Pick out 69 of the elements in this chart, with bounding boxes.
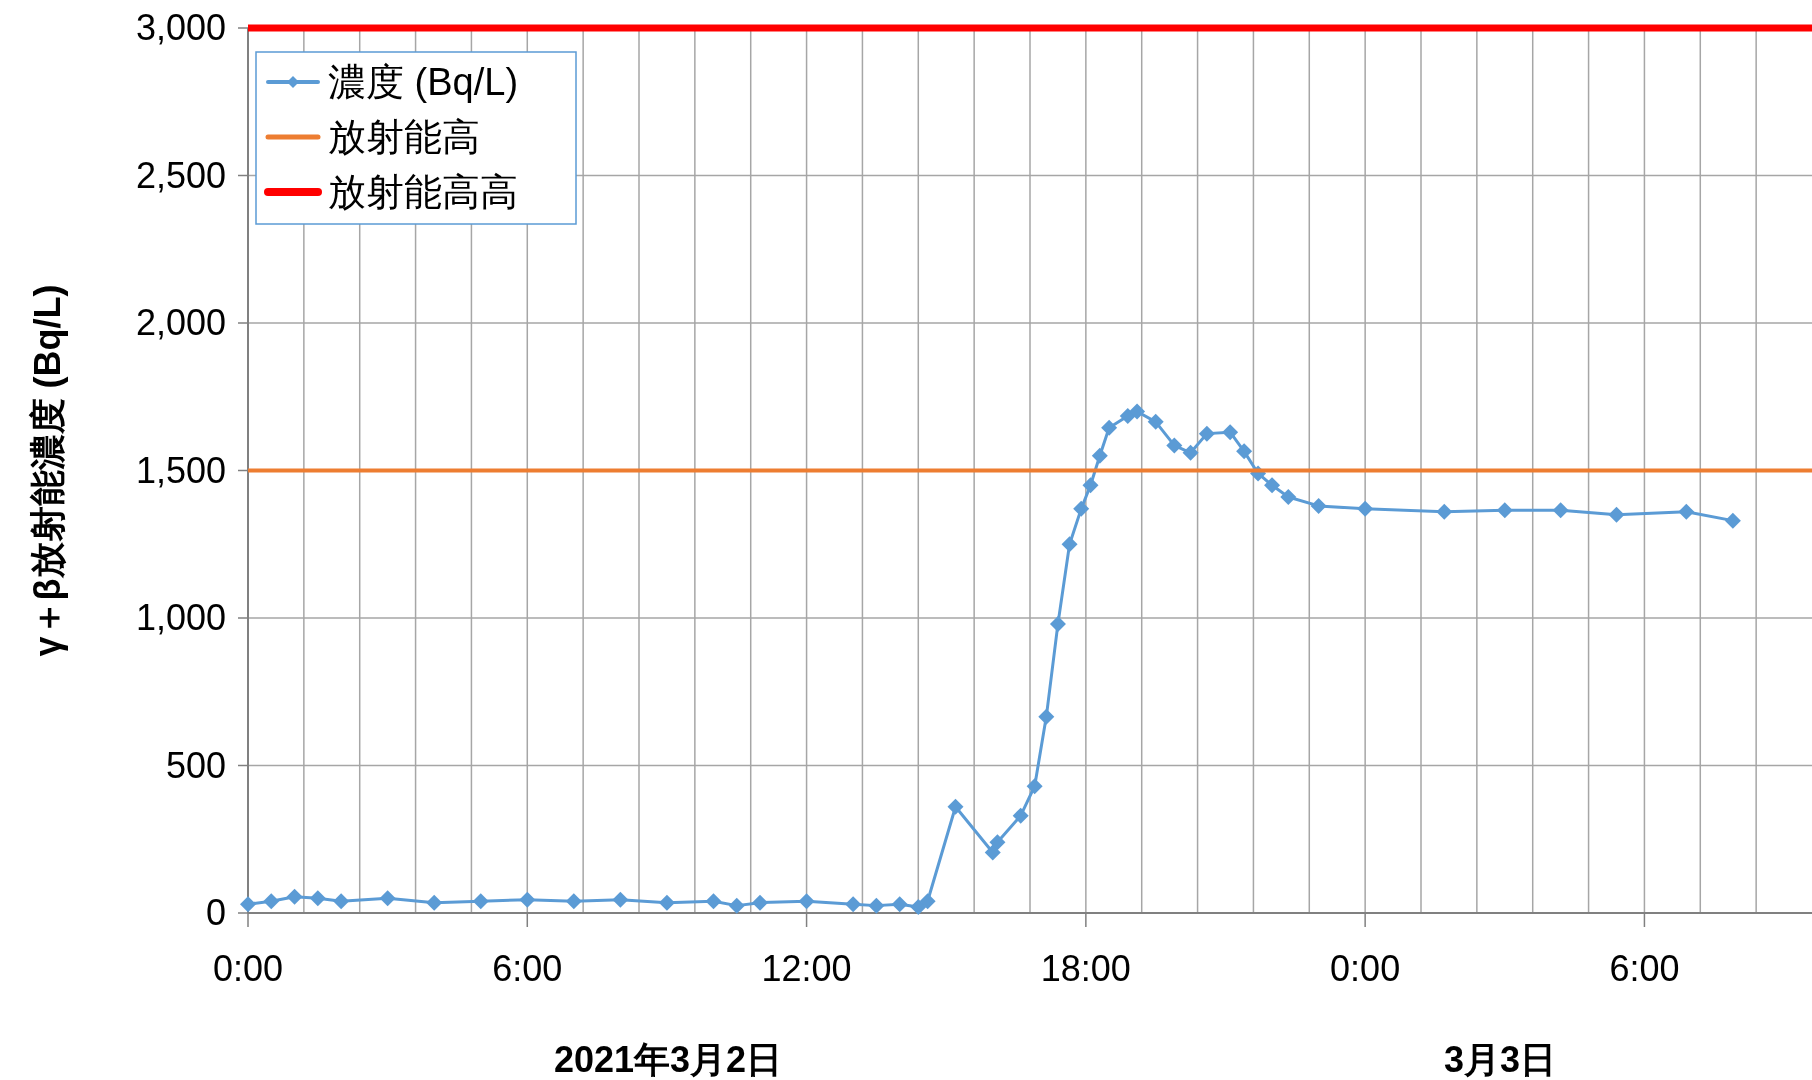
x-tick-label: 6:00: [1609, 948, 1680, 989]
y-tick-label: 500: [165, 744, 226, 786]
point: [1166, 437, 1183, 454]
point: [989, 834, 1006, 851]
point: [1091, 447, 1108, 464]
x-tick-label: 0:00: [212, 948, 284, 989]
y-tick-label: 1,500: [135, 449, 226, 491]
point: [1608, 506, 1625, 523]
point: [426, 894, 443, 911]
point: [263, 893, 280, 910]
y-tick-label: 3,000: [135, 7, 226, 48]
point: [868, 897, 885, 914]
point: [1280, 489, 1297, 506]
legend-label: 放射能高: [328, 116, 480, 158]
x-tick-label: 18:00: [1040, 948, 1131, 989]
point: [379, 890, 396, 907]
point: [752, 894, 769, 911]
point: [333, 893, 350, 910]
point: [1082, 477, 1099, 494]
point: [1678, 503, 1695, 520]
point: [1236, 443, 1253, 460]
point: [472, 893, 489, 910]
y-axis-title: γ＋β放射能濃度 (Bq/L): [27, 284, 68, 657]
point: [1038, 708, 1055, 725]
point: [519, 891, 536, 908]
point: [1222, 424, 1239, 441]
point: [728, 897, 745, 914]
x-tick-label: 0:00: [1330, 948, 1401, 989]
point: [1357, 500, 1374, 517]
point: [1182, 444, 1199, 461]
point: [286, 888, 303, 905]
point: [1061, 536, 1078, 553]
point: [1147, 413, 1164, 430]
y-tick-label: 1,000: [135, 597, 226, 638]
point: [1073, 500, 1090, 517]
y-tick-label: 0: [205, 892, 226, 933]
point: [1552, 502, 1569, 519]
point: [1436, 503, 1453, 520]
point: [1496, 502, 1513, 519]
point: [1049, 615, 1066, 632]
point: [910, 899, 927, 916]
legend-label: 放射能高高: [328, 171, 518, 213]
point: [891, 896, 908, 913]
point: [919, 893, 936, 910]
x-tick-label: 6:00: [492, 948, 563, 989]
point: [984, 844, 1001, 861]
point: [1012, 807, 1029, 824]
text: 3月3日: [1443, 1039, 1557, 1080]
point: [1724, 512, 1741, 529]
point: [612, 891, 629, 908]
point: [798, 893, 815, 910]
point: [705, 893, 722, 910]
point: [1129, 403, 1146, 420]
point: [658, 894, 675, 911]
point: [1119, 407, 1136, 424]
point: [1026, 778, 1043, 795]
point: [1310, 497, 1327, 514]
point: [1198, 425, 1215, 442]
y-tick-label: 2,500: [135, 154, 226, 196]
point: [845, 896, 862, 913]
x-tick-label: 12:00: [761, 948, 852, 989]
point: [947, 798, 964, 815]
point: [1101, 419, 1118, 436]
legend-label: 濃度 (Bq/L): [328, 61, 519, 103]
y-tick-label: 2,000: [135, 302, 226, 343]
point: [309, 890, 326, 907]
text: 2021年3月2日: [553, 1039, 783, 1080]
point: [565, 893, 582, 910]
point: [1264, 477, 1281, 494]
